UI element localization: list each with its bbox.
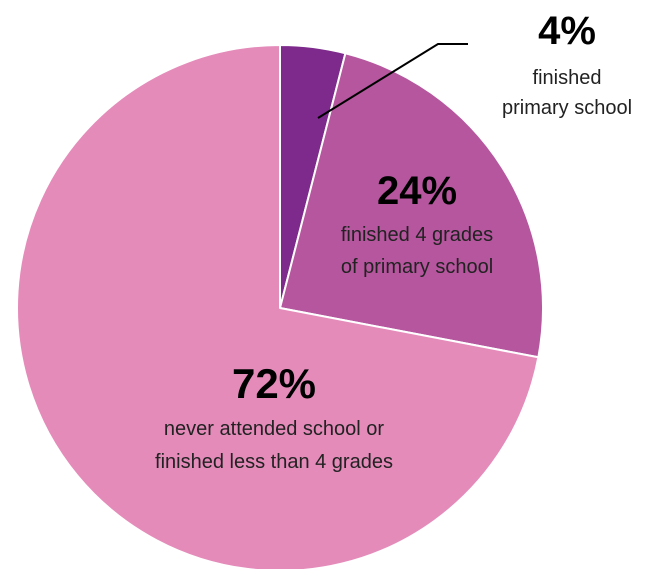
slice-percent-label: 72%: [232, 360, 316, 407]
pie-labels: 4% finished primary school 24% finished 4 gr…: [155, 9, 632, 473]
slice-description-label: primary school: [502, 97, 632, 119]
slice-description-label: finished 4 grades: [341, 224, 493, 246]
pie-slice-72pct: [16, 44, 540, 569]
slice-description-label: of primary school: [341, 256, 493, 278]
slice-description-label: finished less than 4 grades: [155, 451, 393, 473]
slice-description-label: finished: [533, 67, 602, 89]
slice-percent-label: 4%: [538, 9, 596, 53]
pie-slices: [16, 44, 544, 569]
slice-percent-label: 24%: [377, 169, 457, 213]
pie-slice-24pct: [279, 52, 544, 359]
leader-line: [317, 43, 468, 119]
slice-description-label: never attended school or: [164, 418, 384, 440]
